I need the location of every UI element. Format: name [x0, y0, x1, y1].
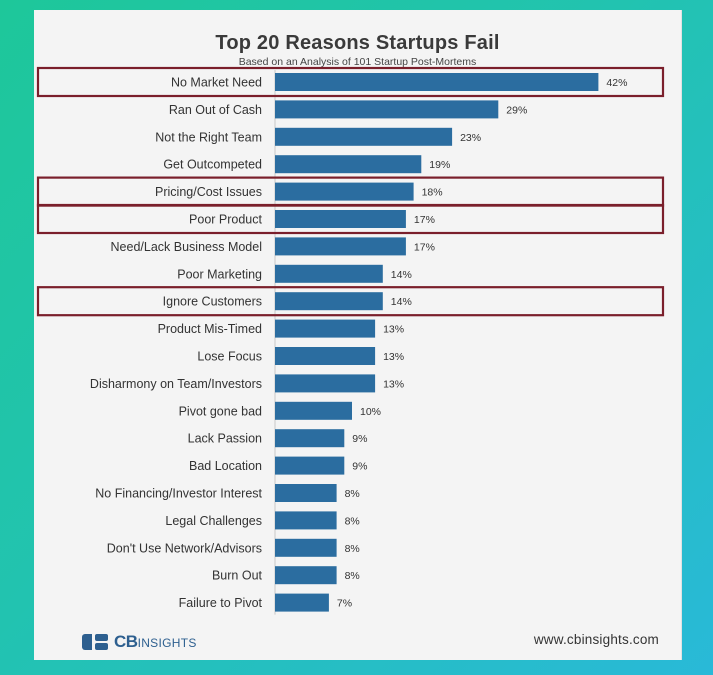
value-label: 17% [414, 241, 435, 253]
value-label: 7% [337, 598, 352, 610]
category-label: Not the Right Team [155, 130, 262, 144]
bar [275, 566, 337, 585]
bar-chart: No Market Need 42% Ran Out of Cash 29% Not t… [36, 66, 665, 615]
bar [275, 347, 376, 365]
chart-subtitle: Based on an Analysis of 101 Startup Post… [238, 56, 477, 68]
category-label: No Market Need [171, 76, 262, 90]
value-label: 9% [352, 461, 367, 473]
bar [275, 73, 599, 91]
highlight-box [36, 203, 665, 235]
category-label: Need/Lack Business Model [111, 240, 262, 254]
website-url: www.cbinsights.com [533, 632, 659, 647]
bar [275, 264, 383, 283]
category-label: Disharmony on Team/Investors [90, 377, 262, 391]
bar [275, 292, 383, 311]
category-label: Don't Use Network/Advisors [107, 541, 262, 555]
value-label: 13% [383, 378, 404, 390]
value-label: 19% [429, 159, 450, 171]
value-label: 14% [391, 296, 412, 308]
category-label: Poor Marketing [177, 267, 262, 281]
category-label: Lack Passion [188, 432, 262, 446]
bar [275, 374, 376, 393]
bar [275, 155, 422, 174]
category-label: Failure to Pivot [179, 596, 263, 610]
bar [275, 182, 414, 201]
category-label: Burn Out [212, 569, 263, 583]
value-label: 29% [506, 104, 527, 116]
bar [275, 100, 499, 119]
bar [275, 593, 329, 612]
bar [275, 538, 337, 557]
bar [275, 401, 352, 420]
bar [275, 429, 345, 448]
category-label: Ignore Customers [163, 295, 262, 309]
bar [275, 319, 376, 338]
value-label: 42% [606, 77, 627, 89]
category-label: Get Outcompeted [163, 158, 262, 172]
bar [275, 210, 406, 228]
value-label: 8% [345, 515, 360, 527]
cb-insights-logo: CBINSIGHTS [82, 630, 197, 654]
value-label: 23% [460, 132, 481, 144]
value-label: 8% [345, 570, 360, 582]
category-label: Lose Focus [197, 350, 262, 364]
value-label: 8% [345, 543, 360, 555]
highlight-box [36, 286, 665, 317]
value-label: 8% [345, 488, 360, 500]
category-label: Legal Challenges [165, 514, 262, 528]
value-label: 13% [383, 324, 404, 336]
category-label: Pivot gone bad [179, 404, 262, 418]
chart-panel: Top 20 Reasons Startups Fail Based on an… [34, 10, 682, 660]
value-label: 18% [422, 187, 443, 199]
category-label: No Financing/Investor Interest [95, 487, 262, 501]
chart-title: Top 20 Reasons Startups Fail [215, 32, 500, 54]
category-label: Bad Location [189, 459, 262, 473]
highlight-box [36, 66, 665, 98]
value-label: 9% [352, 433, 367, 445]
value-label: 10% [360, 406, 381, 418]
category-label: Pricing/Cost Issues [155, 185, 262, 199]
category-label: Ran Out of Cash [169, 103, 262, 117]
cb-logo-icon [82, 634, 108, 650]
bar [275, 127, 453, 146]
value-label: 13% [383, 351, 404, 363]
bar [275, 237, 406, 256]
bar [275, 484, 337, 502]
bar [275, 511, 337, 530]
bar [275, 456, 345, 475]
value-label: 17% [414, 214, 435, 226]
category-label: Poor Product [189, 213, 262, 227]
category-label: Product Mis-Timed [158, 322, 262, 336]
value-label: 14% [391, 269, 412, 281]
cb-logo-text: CBINSIGHTS [114, 632, 197, 651]
